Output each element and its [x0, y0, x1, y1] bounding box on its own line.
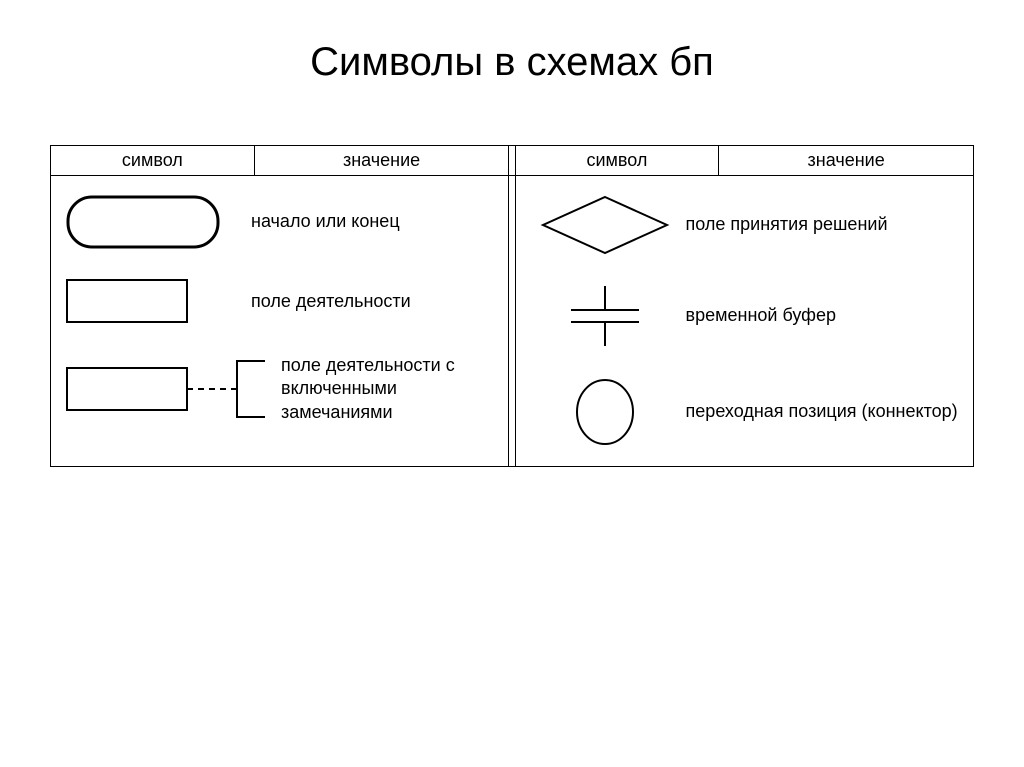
legend-table: символ значение символ значение начало и…: [50, 145, 974, 467]
left-panel: начало или конец поле деятельности: [51, 176, 509, 467]
label-connector: переходная позиция (коннектор): [680, 400, 963, 423]
buffer-icon: [565, 284, 645, 348]
label-rectangle: поле деятельности: [245, 290, 498, 313]
row-buffer: временной буфер: [530, 284, 963, 348]
header-meaning-left: значение: [254, 146, 509, 176]
row-terminator: начало или конец: [65, 194, 498, 250]
row-annotated: поле деятельности с включенными замечани…: [65, 354, 498, 424]
label-terminator: начало или конец: [245, 210, 498, 233]
header-symbol-left: символ: [51, 146, 255, 176]
annotated-rect-icon: [65, 357, 275, 421]
row-connector: переходная позиция (коннектор): [530, 376, 963, 448]
rectangle-icon: [65, 278, 195, 326]
diamond-icon: [540, 194, 670, 256]
page-title: Символы в схемах бп: [50, 40, 974, 85]
header-meaning-right: значение: [719, 146, 974, 176]
row-rectangle: поле деятельности: [65, 278, 498, 326]
label-annotated: поле деятельности с включенными замечани…: [275, 354, 498, 424]
right-panel: поле принятия решений временной буфер: [515, 176, 973, 467]
header-symbol-right: символ: [515, 146, 719, 176]
label-buffer: временной буфер: [680, 304, 963, 327]
terminator-icon: [65, 194, 225, 250]
row-diamond: поле принятия решений: [530, 194, 963, 256]
connector-icon: [570, 376, 640, 448]
label-diamond: поле принятия решений: [680, 213, 963, 236]
